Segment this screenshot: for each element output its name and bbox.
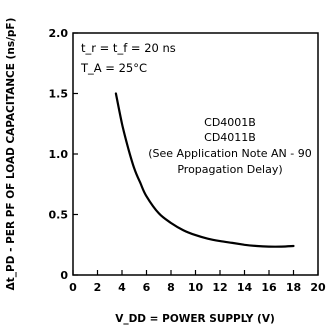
x-tick-label: 2 [94,281,102,294]
application-note-line2: Propagation Delay) [177,163,282,176]
y-tick-label: 2.0 [49,27,69,40]
device-label-cd4011b: CD4011B [204,131,256,144]
x-tick-label: 0 [69,281,77,294]
x-tick-label: 10 [188,281,204,294]
y-tick-label: 0 [60,269,68,282]
x-axis-ticks: 0 2 4 6 8 10 12 14 16 18 20 [69,270,326,294]
series-line [114,92,295,248]
x-tick-label: 20 [310,281,326,294]
y-tick-label: 1.5 [49,88,69,101]
y-axis-ticks: 0 0.5 1.0 1.5 2.0 [49,27,78,282]
x-tick-label: 4 [118,281,126,294]
x-axis-title: V_DD = POWER SUPPLY (V) [115,313,275,325]
y-tick-label: 1.0 [49,148,69,161]
application-note-line1: (See Application Note AN - 90 [148,147,312,160]
x-tick-label: 18 [286,281,301,294]
x-tick-label: 8 [167,281,175,294]
x-tick-label: 12 [212,281,227,294]
device-label-cd4001b: CD4001B [204,116,256,129]
y-tick-label: 0.5 [49,209,69,222]
y-axis-title: Δt_PD - PER PF OF LOAD CAPACITANCE (ns/p… [5,18,17,291]
condition-rise-fall-time: t_r = t_f = 20 ns [81,41,176,55]
x-tick-label: 6 [143,281,151,294]
x-tick-label: 14 [237,281,253,294]
x-tick-label: 16 [261,281,277,294]
condition-ambient-temp: T_A = 25°C [80,61,147,75]
